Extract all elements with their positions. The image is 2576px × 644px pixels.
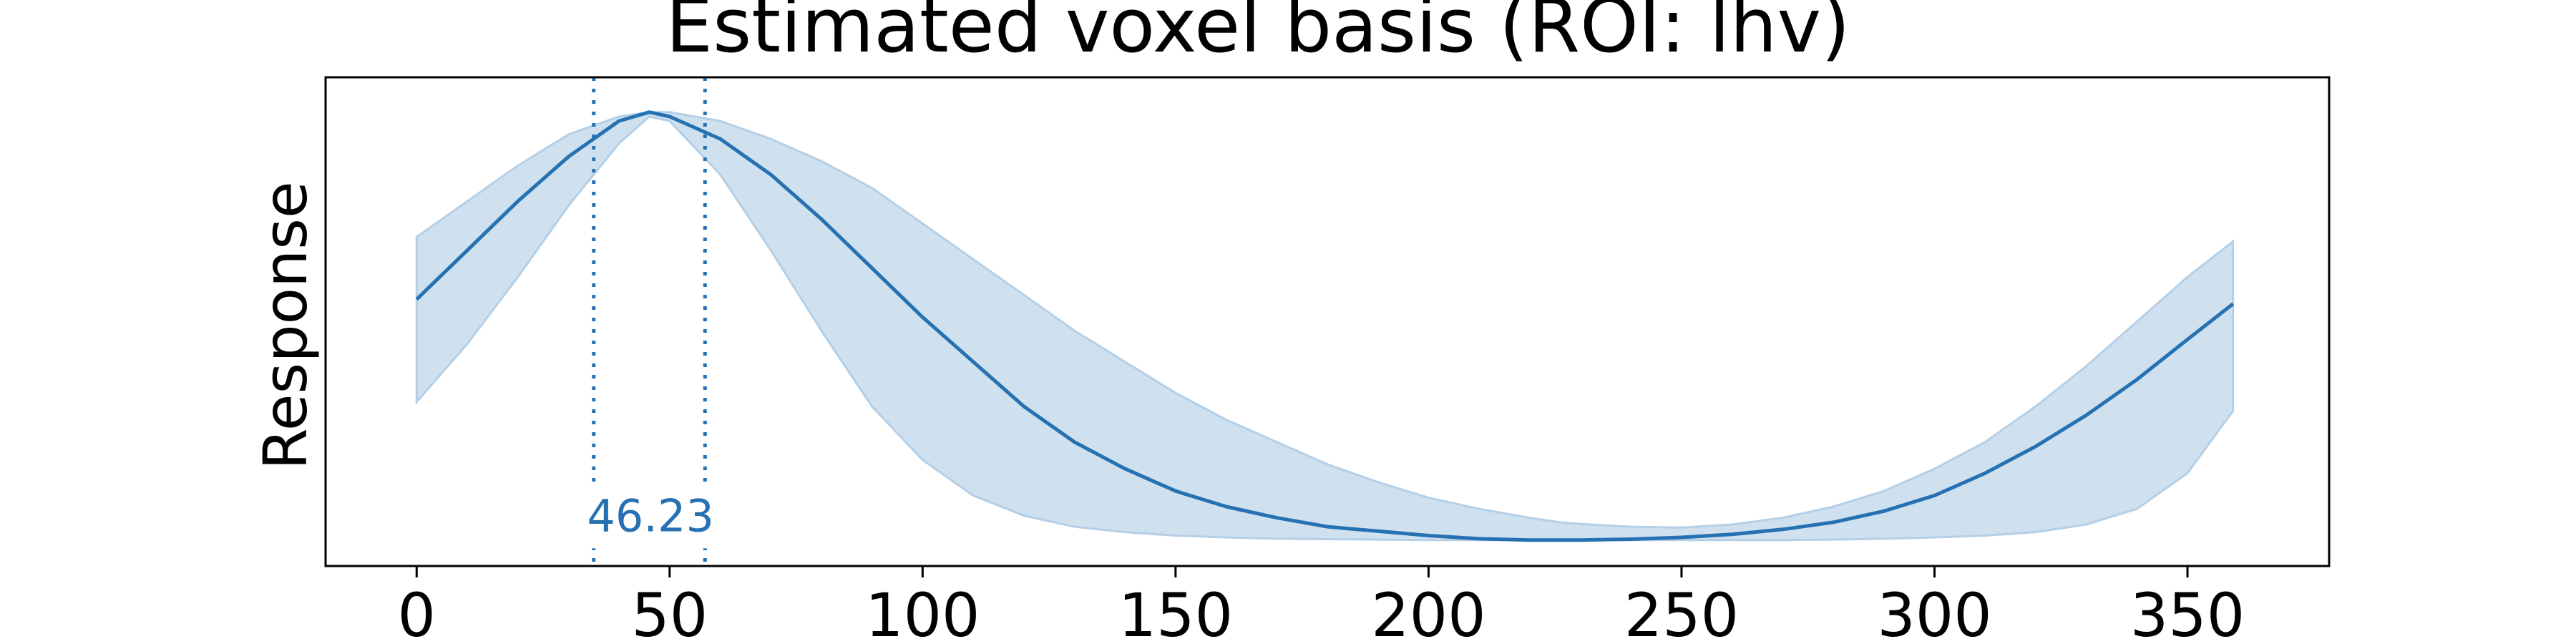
x-tick-label: 250	[1624, 580, 1739, 644]
x-tick-label: 150	[1118, 580, 1233, 644]
x-tick-label: 0	[398, 580, 436, 644]
x-tick-label: 200	[1371, 580, 1485, 644]
y-axis-label: Response	[250, 181, 321, 469]
chart-title: Estimated voxel basis (ROI: lhv)	[665, 0, 1850, 69]
mean-response-line	[415, 110, 2235, 542]
x-tick-label: 350	[2130, 580, 2245, 644]
x-tick-label: 50	[631, 580, 708, 644]
annotation-background	[570, 487, 731, 549]
x-tick-label: 300	[1877, 580, 1991, 644]
plot-area: 46.23	[415, 77, 2235, 566]
axes-frame	[324, 76, 2331, 567]
confidence-band	[415, 111, 2235, 542]
x-axis-ticks: 0 50 100 150 200 250 300 350	[398, 566, 2245, 644]
x-tick-label: 100	[865, 580, 980, 644]
peak-annotation: 46.23	[587, 489, 714, 542]
